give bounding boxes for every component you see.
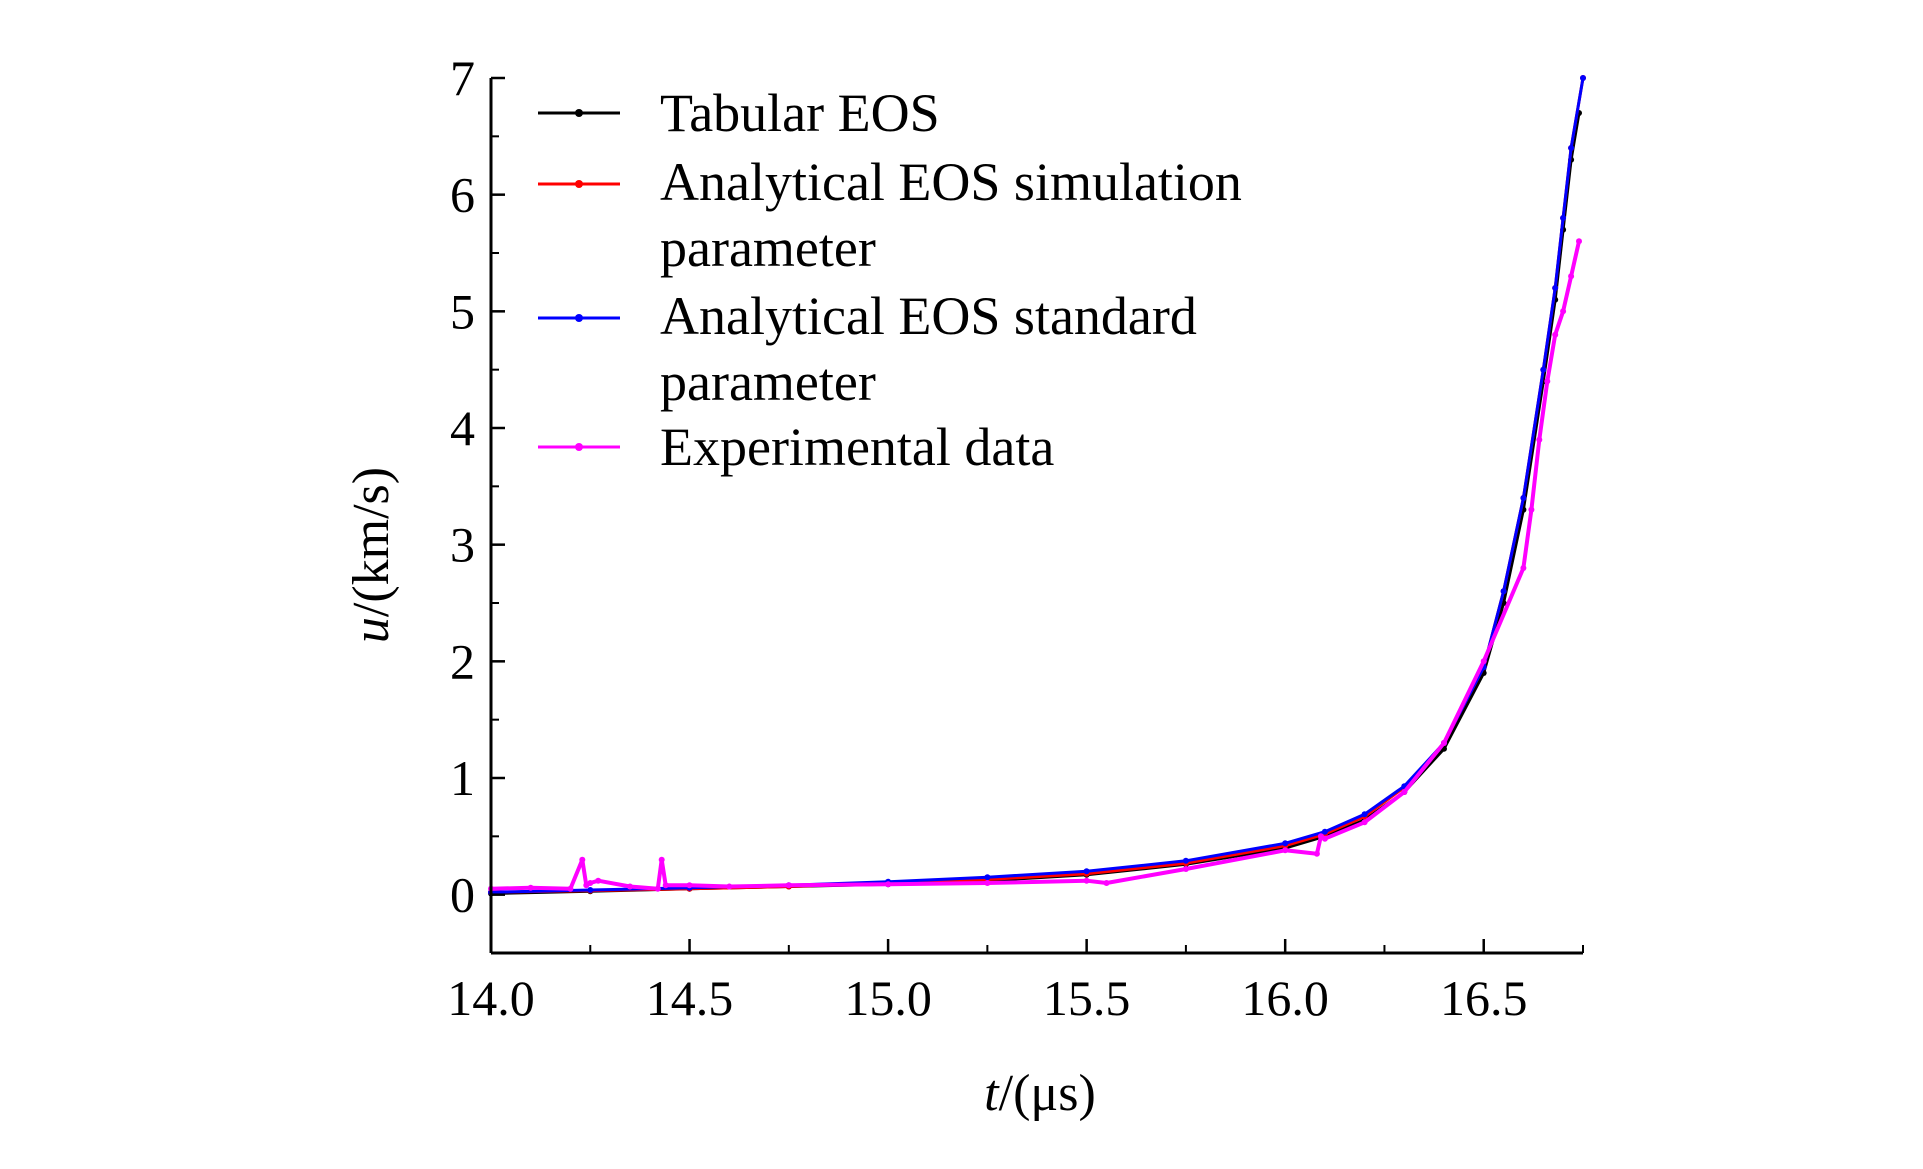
series-point-experimental-data <box>1441 740 1447 746</box>
y-tick-label: 0 <box>450 867 475 923</box>
series-point-experimental-data <box>1520 565 1527 571</box>
x-tick-label: 16.5 <box>1440 970 1528 1026</box>
series-point-experimental-data <box>984 880 991 886</box>
series-point-experimental-data <box>885 881 892 888</box>
series-point-analytical-eos-standard-parameter <box>1321 828 1328 835</box>
series-point-analytical-eos-standard-parameter <box>1282 840 1289 847</box>
x-tick-label: 14.5 <box>646 970 734 1026</box>
series-point-experimental-data <box>1321 835 1328 842</box>
legend-label-analytical-standard-line1: Analytical EOS standard <box>660 286 1197 346</box>
legend: Tabular EOS Analytical EOS simulation pa… <box>538 83 1255 477</box>
y-tick-label: 7 <box>450 50 475 106</box>
series-point-experimental-data <box>527 884 534 891</box>
x-axis-label: t/(μs) <box>984 1065 1096 1122</box>
series-point-experimental-data <box>587 880 594 886</box>
series-point-experimental-data <box>654 885 661 892</box>
y-axis-label: u/(km/s) <box>343 467 400 643</box>
series-point-analytical-eos-standard-parameter <box>587 887 594 893</box>
series-point-analytical-eos-standard-parameter <box>1083 868 1090 875</box>
x-tick-label: 16.0 <box>1241 970 1329 1026</box>
series-point-analytical-eos-standard-parameter <box>1540 366 1547 373</box>
series-point-analytical-eos-standard-parameter <box>1552 285 1559 291</box>
legend-label-analytical-simulation-line2: parameter <box>660 218 876 278</box>
series-point-experimental-data <box>1536 436 1543 443</box>
series-point-experimental-data <box>1103 880 1110 886</box>
y-tick-label: 4 <box>450 400 475 456</box>
series-point-experimental-data <box>1568 273 1575 280</box>
series-point-analytical-eos-standard-parameter <box>1520 495 1527 501</box>
legend-item-analytical-standard: Analytical EOS standard parameter <box>538 286 1210 412</box>
legend-label-analytical-simulation-line1: Analytical EOS simulation <box>660 152 1242 212</box>
legend-marker-experimental <box>575 443 583 451</box>
series-point-experimental-data <box>662 882 669 889</box>
series-point-experimental-data <box>1282 847 1289 854</box>
series-point-experimental-data <box>686 882 693 889</box>
legend-label-experimental: Experimental data <box>660 417 1054 477</box>
legend-marker-tabular-eos <box>575 109 583 117</box>
series-point-experimental-data <box>567 885 574 892</box>
y-tick-label: 5 <box>450 283 475 339</box>
series-point-analytical-eos-standard-parameter <box>984 874 991 881</box>
x-tick-label: 15.5 <box>1043 970 1131 1026</box>
y-tick-label: 3 <box>450 517 475 573</box>
legend-label-analytical-standard: Analytical EOS standard parameter <box>660 286 1210 412</box>
y-tick-label: 2 <box>450 633 475 689</box>
series-point-experimental-data <box>1480 658 1487 665</box>
x-tick-label: 14.0 <box>447 970 535 1026</box>
series-point-experimental-data <box>785 882 792 889</box>
series-point-experimental-data <box>627 883 633 890</box>
series-point-analytical-eos-standard-parameter <box>1560 215 1567 221</box>
ticks <box>489 76 1584 954</box>
y-tick-label: 6 <box>450 167 475 223</box>
series-point-experimental-data <box>1560 308 1567 315</box>
series-point-experimental-data <box>1313 850 1320 857</box>
y-tick-label: 1 <box>450 750 475 806</box>
series-point-analytical-eos-standard-parameter <box>1361 811 1368 818</box>
legend-item-experimental: Experimental data <box>538 417 1054 477</box>
legend-label-analytical-simulation: Analytical EOS simulation parameter <box>660 152 1255 278</box>
series-point-experimental-data <box>1552 331 1559 338</box>
legend-label-analytical-standard-line2: parameter <box>660 352 876 412</box>
series-point-experimental-data <box>1544 378 1551 385</box>
legend-label-tabular-eos: Tabular EOS <box>660 83 940 143</box>
series-point-experimental-data <box>1576 238 1582 245</box>
series-point-experimental-data <box>1528 506 1535 513</box>
series-point-experimental-data <box>726 883 733 890</box>
series-point-analytical-eos-standard-parameter <box>1568 145 1575 151</box>
series-point-experimental-data <box>1182 866 1189 872</box>
series-point-experimental-data <box>595 877 602 884</box>
series-point-analytical-eos-standard-parameter <box>1500 588 1507 595</box>
axes <box>489 78 1583 955</box>
series-point-experimental-data <box>658 856 665 863</box>
series-point-analytical-eos-standard-parameter <box>1182 857 1189 864</box>
legend-item-analytical-simulation: Analytical EOS simulation parameter <box>538 152 1255 278</box>
legend-item-tabular-eos: Tabular EOS <box>538 83 940 143</box>
series-point-analytical-eos-standard-parameter <box>1580 75 1586 81</box>
plot-lines <box>488 75 1586 897</box>
x-tick-label: 15.0 <box>844 970 932 1026</box>
legend-marker-analytical-simulation <box>575 180 583 188</box>
tick-labels: 0 1 2 3 4 5 6 7 14.0 14.5 15.0 15.5 16.0 16.5 <box>447 50 1527 1026</box>
series-point-experimental-data <box>1361 819 1368 826</box>
series-point-experimental-data <box>1401 789 1408 795</box>
legend-marker-analytical-standard <box>575 314 583 322</box>
series-point-experimental-data <box>1083 877 1090 884</box>
series-point-experimental-data <box>579 856 586 863</box>
